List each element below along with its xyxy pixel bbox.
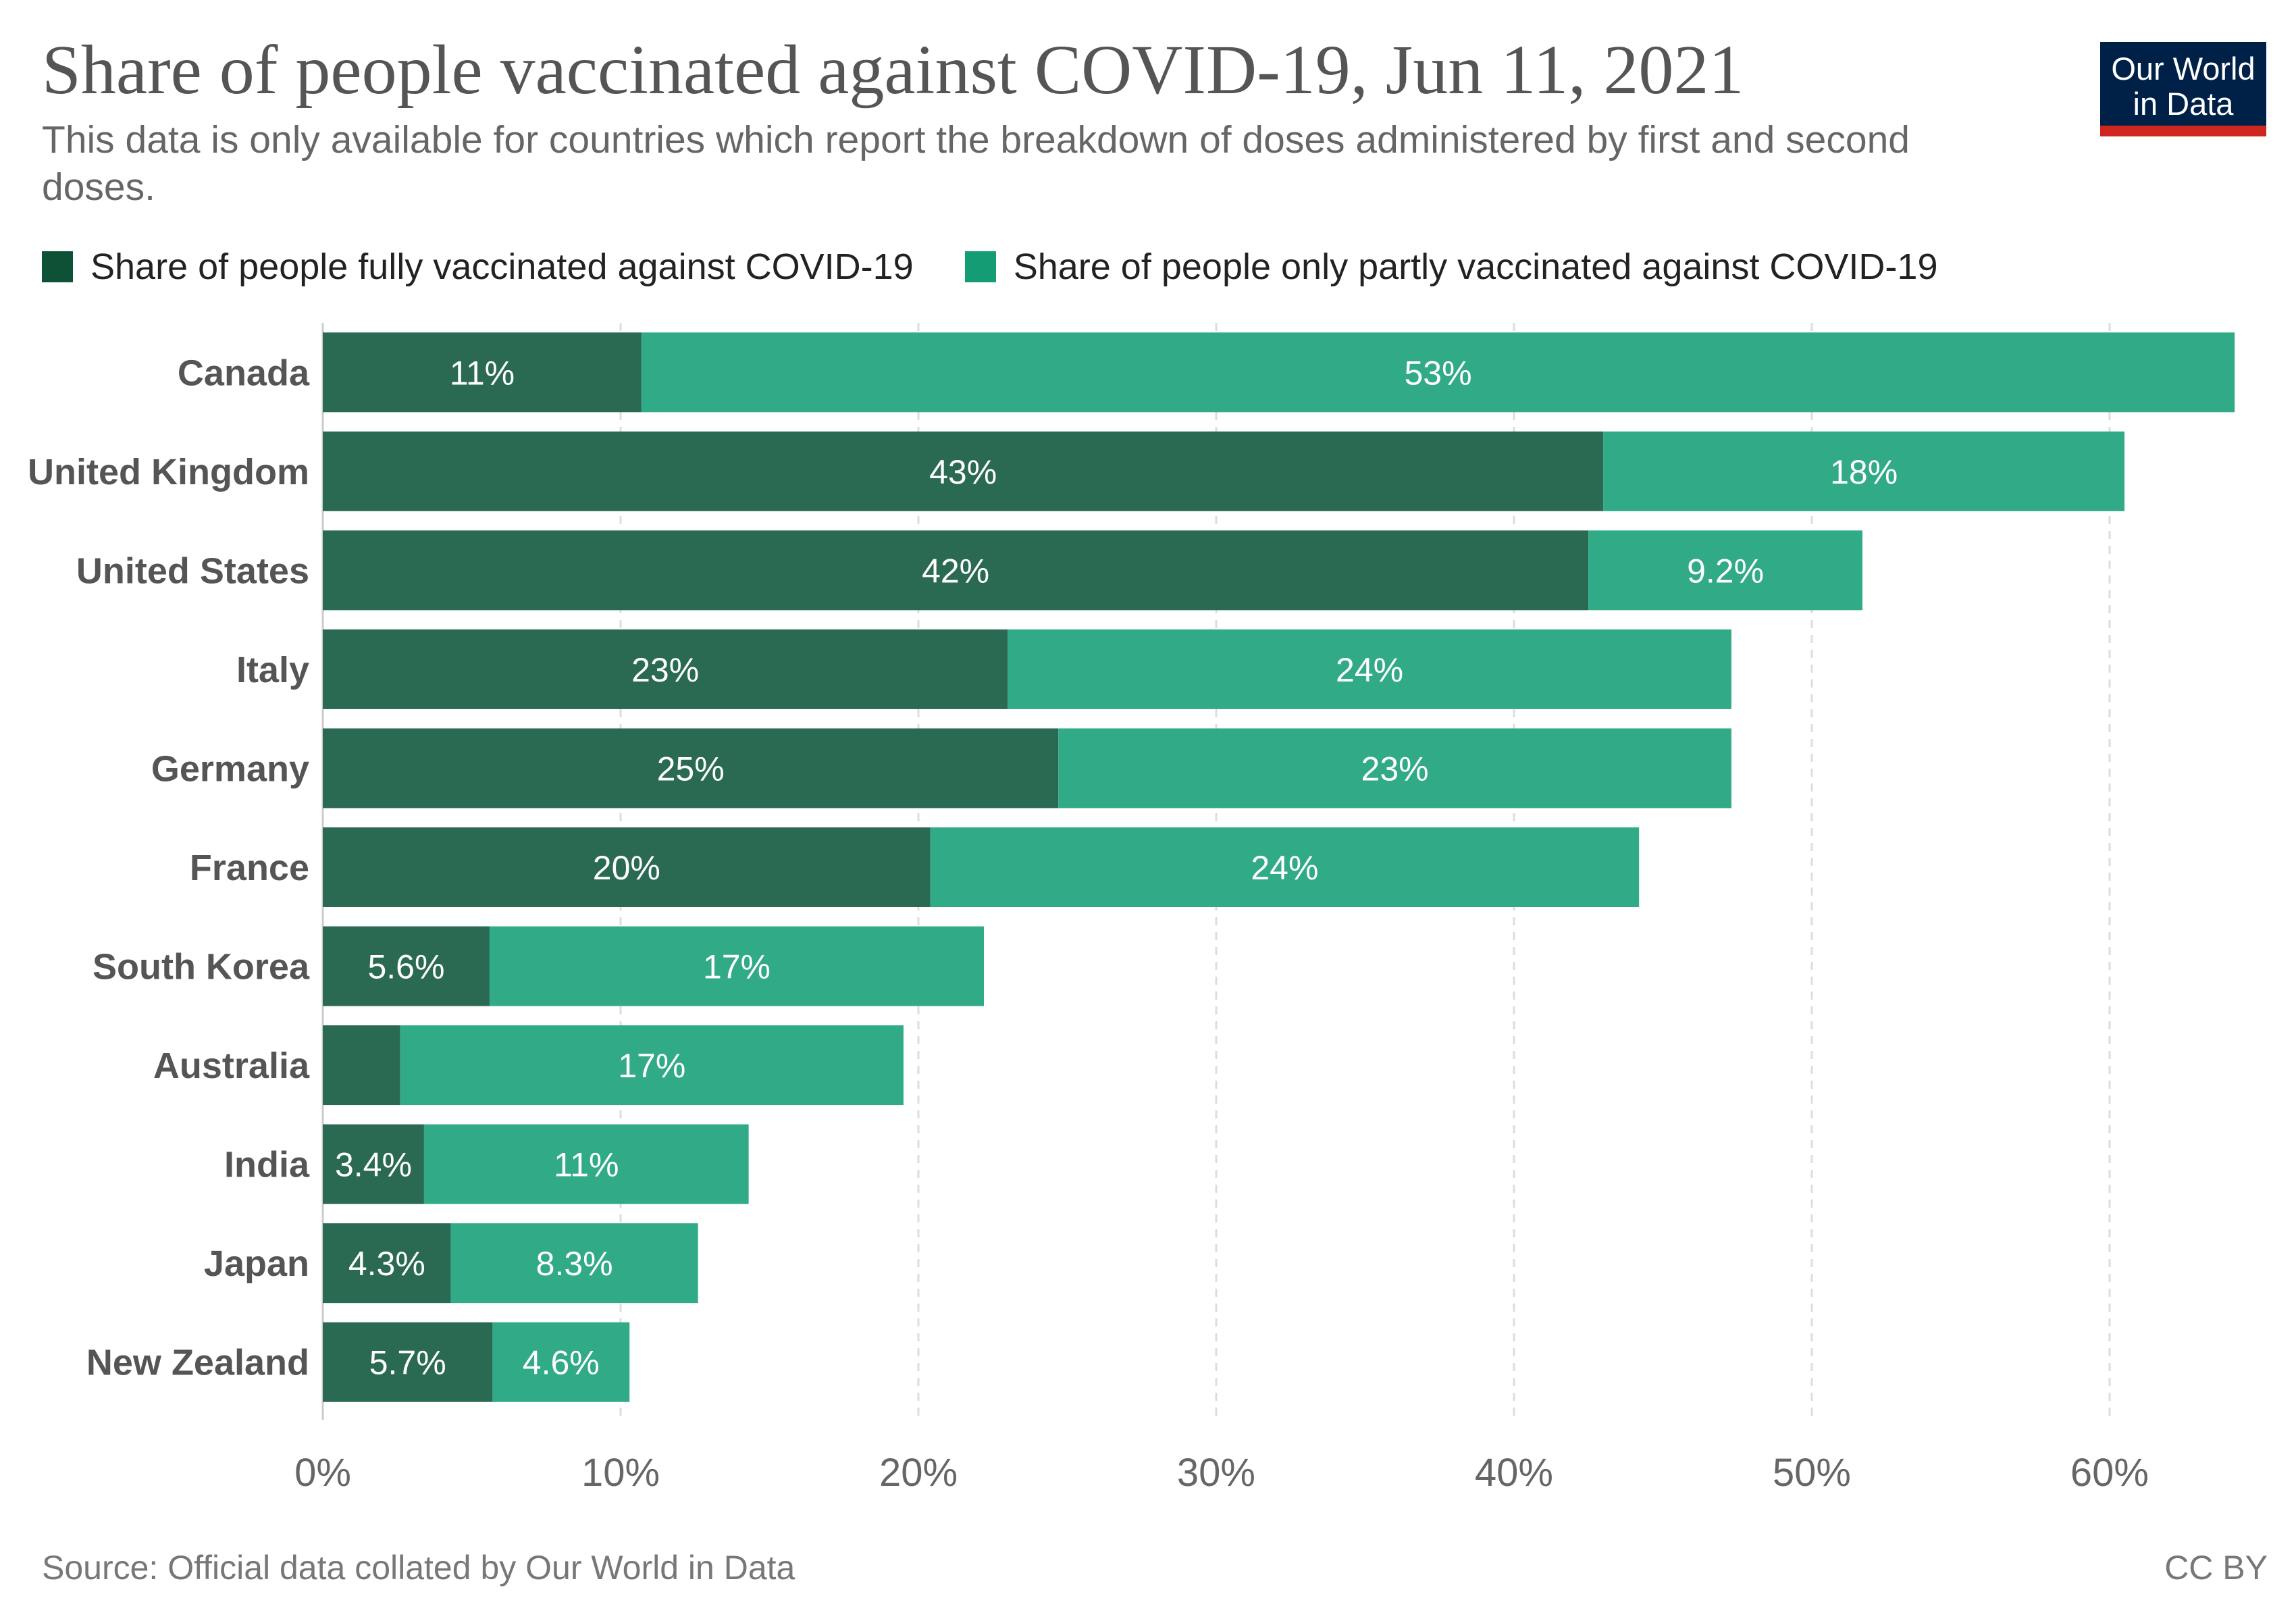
x-tick-label: 0% [294,1451,351,1495]
bar-value-label: 24% [1251,849,1318,887]
bar-value-label: 23% [1361,750,1429,788]
category-label: United Kingdom [28,452,309,492]
bar-partly[interactable] [492,1322,630,1402]
bar-fully[interactable] [323,926,490,1006]
legend-label-partly: Share of people only partly vaccinated a… [1013,247,1938,287]
bar-fully[interactable] [323,1025,400,1106]
x-tick-label: 30% [1177,1451,1255,1495]
bar-fully[interactable] [323,1322,493,1402]
chart-legend: Share of people fully vaccinated against… [42,246,1989,288]
logo-line-1: Our World [2111,51,2255,86]
bar-value-label: 18% [1830,453,1898,491]
bar-value-label: 9.2% [1687,552,1764,590]
bar-fully[interactable] [323,1223,451,1304]
bar-partly[interactable] [450,1223,698,1304]
x-tick-label: 40% [1475,1451,1553,1495]
bar-fully[interactable] [323,629,1008,709]
bar-partly[interactable] [400,1025,904,1106]
legend-item-fully[interactable]: Share of people fully vaccinated against… [42,246,914,288]
category-label: Japan [204,1243,309,1284]
bar-value-label: 24% [1336,651,1403,689]
category-label: New Zealand [86,1343,309,1383]
category-label: Australia [153,1046,310,1086]
bar-value-label: 25% [657,750,725,788]
bar-value-label: 42% [922,552,989,590]
bar-value-label: 17% [703,948,771,986]
chart-subtitle: This data is only available for countrie… [42,118,1910,209]
bar-partly[interactable] [641,332,2235,413]
bar-value-label: 53% [1404,354,1471,392]
legend-item-partly[interactable]: Share of people only partly vaccinated a… [964,246,1938,288]
x-tick-label: 10% [581,1451,660,1495]
category-label: Canada [178,353,310,393]
bar-partly[interactable] [423,1124,749,1204]
bar-value-label: 11% [554,1146,619,1184]
bar-fully[interactable] [323,728,1059,808]
bar-fully[interactable] [323,1124,424,1204]
category-label: France [190,848,309,888]
legend-swatch-fully [42,251,73,282]
category-label: Germany [151,748,309,789]
category-label: India [224,1145,310,1185]
x-tick-label: 60% [2070,1451,2149,1495]
bar-value-label: 23% [631,651,699,689]
x-tick-label: 50% [1773,1451,1851,1495]
legend-swatch-partly [964,251,996,282]
logo-line-2: in Data [2133,86,2234,122]
bar-partly[interactable] [1588,530,1862,611]
bar-value-label: 4.3% [348,1245,425,1283]
chart-title: Share of people vaccinated against COVID… [42,31,1744,109]
category-label: United States [76,550,309,591]
bar-partly[interactable] [930,827,1640,907]
bar-partly[interactable] [1058,728,1731,808]
x-tick-label: 20% [879,1451,958,1495]
bar-value-label: 3.4% [335,1146,412,1184]
bar-value-label: 4.6% [523,1344,600,1382]
bar-value-label: 20% [593,849,660,887]
bar-fully[interactable] [323,530,1589,611]
bar-fully[interactable] [323,431,1604,511]
bar-partly[interactable] [1603,431,2125,511]
bars: 11% 53% 43% 18% 42% 9.2% 23% 24% 25% 23% 20% 24% 5.6… [323,332,2235,1402]
bar-partly[interactable] [489,926,985,1006]
logo-accent-bar [2100,126,2266,136]
bar-chart: 11% 53% 43% 18% 42% 9.2% 23% 24% 25% 23% 20% 24% 5.6… [28,323,2235,1495]
bar-value-label: 11% [450,354,515,392]
category-labels: Canada United Kingdom United States Italy Ge… [28,353,310,1383]
bar-value-label: 17% [618,1047,685,1085]
source-note: Source: Official data collated by Our Wo… [42,1549,795,1587]
bar-fully[interactable] [323,827,931,907]
owid-logo[interactable]: Our World in Data [2100,42,2266,136]
x-axis-ticks: 0% 10% 20% 30% 40% 50% 60% [294,1451,2149,1495]
bar-fully[interactable] [323,332,642,413]
bar-partly[interactable] [1008,629,1731,709]
license-label[interactable]: CC BY [2164,1549,2268,1587]
bar-value-label: 43% [929,453,997,491]
bar-value-label: 5.6% [367,948,444,986]
category-label: Italy [236,650,309,690]
category-label: South Korea [93,947,310,987]
bar-value-label: 5.7% [369,1344,446,1382]
legend-label-fully: Share of people fully vaccinated against… [90,247,914,287]
bar-value-label: 8.3% [536,1245,613,1283]
